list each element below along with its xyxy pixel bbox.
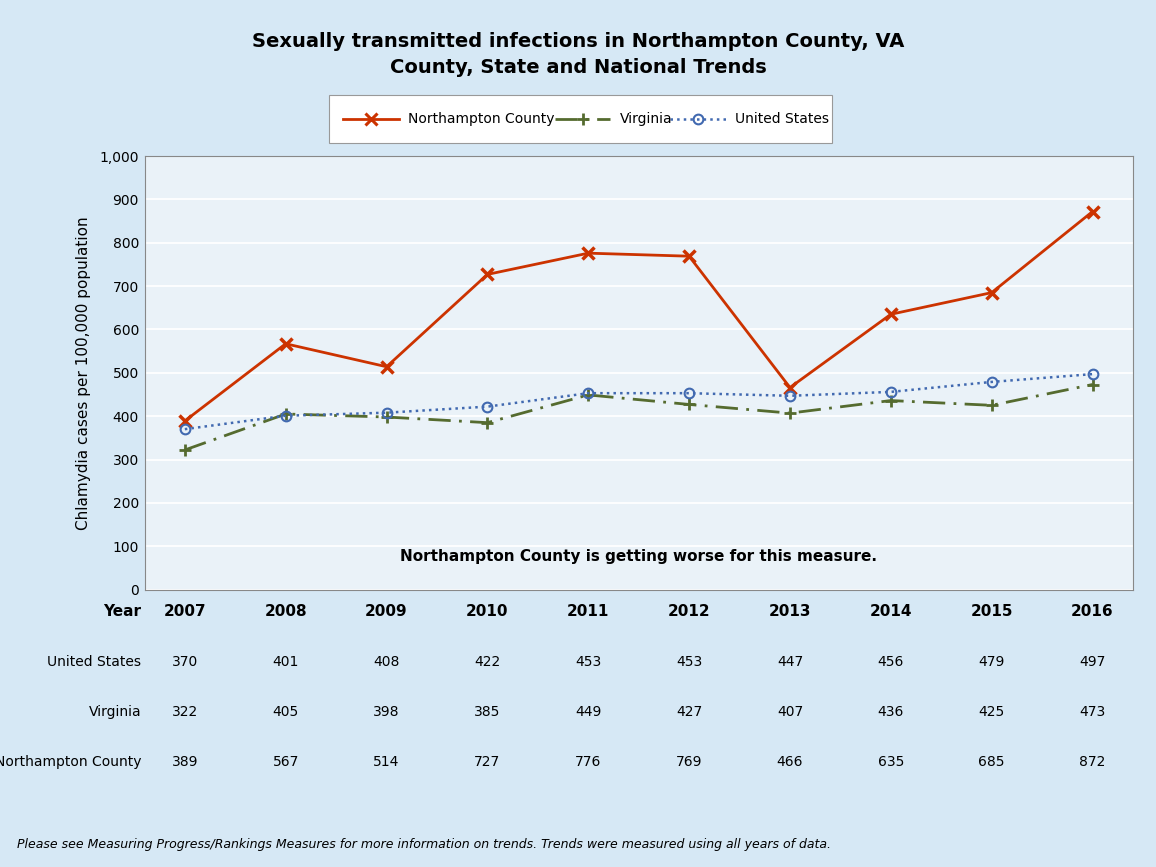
Virginia <box>581 390 595 401</box>
Text: 2008: 2008 <box>265 603 307 619</box>
Text: 776: 776 <box>575 755 601 769</box>
Virginia <box>1085 380 1099 390</box>
Northampton County <box>379 362 393 372</box>
Northampton County <box>783 382 796 393</box>
Text: 447: 447 <box>777 655 803 668</box>
Text: 2011: 2011 <box>568 603 609 619</box>
Text: Virginia: Virginia <box>88 705 141 719</box>
Virginia <box>279 408 292 419</box>
Text: United States: United States <box>47 655 141 668</box>
Text: Sexually transmitted infections in Northampton County, VA: Sexually transmitted infections in North… <box>252 32 904 51</box>
United States <box>581 388 595 398</box>
Text: 401: 401 <box>273 655 299 668</box>
United States <box>178 424 192 434</box>
Virginia <box>682 399 696 409</box>
United States <box>279 410 292 420</box>
Virginia <box>379 412 393 422</box>
Virginia <box>884 395 898 406</box>
United States <box>1085 369 1099 380</box>
Y-axis label: Chlamydia cases per 100,000 population: Chlamydia cases per 100,000 population <box>76 216 91 530</box>
Northampton County <box>581 248 595 258</box>
Text: 389: 389 <box>171 755 198 769</box>
Text: 567: 567 <box>273 755 299 769</box>
United States <box>783 390 796 401</box>
Northampton County <box>884 309 898 319</box>
Northampton County <box>178 415 192 426</box>
United States <box>985 376 999 387</box>
Text: 2009: 2009 <box>365 603 408 619</box>
Line: Virginia: Virginia <box>178 378 1099 456</box>
Text: United States: United States <box>735 112 829 127</box>
Northampton County <box>682 251 696 262</box>
Text: 456: 456 <box>877 655 904 668</box>
Line: United States: United States <box>180 369 1097 434</box>
Text: 407: 407 <box>777 705 803 719</box>
Text: Northampton County is getting worse for this measure.: Northampton County is getting worse for … <box>400 549 877 564</box>
Northampton County <box>279 338 292 349</box>
Text: 436: 436 <box>877 705 904 719</box>
Text: 2012: 2012 <box>668 603 711 619</box>
Line: Northampton County: Northampton County <box>178 205 1099 427</box>
United States <box>682 388 696 398</box>
United States <box>379 407 393 418</box>
Text: 422: 422 <box>474 655 501 668</box>
Text: County, State and National Trends: County, State and National Trends <box>390 58 766 77</box>
Text: 769: 769 <box>676 755 703 769</box>
Text: 514: 514 <box>373 755 400 769</box>
Text: 2007: 2007 <box>163 603 206 619</box>
United States <box>481 401 495 412</box>
Virginia <box>783 407 796 418</box>
Text: 427: 427 <box>676 705 702 719</box>
Text: Virginia: Virginia <box>620 112 673 127</box>
Virginia <box>178 445 192 455</box>
Virginia <box>481 418 495 428</box>
Text: Please see Measuring Progress/Rankings Measures for more information on trends. : Please see Measuring Progress/Rankings M… <box>17 838 831 851</box>
Text: 398: 398 <box>373 705 400 719</box>
Text: 2016: 2016 <box>1072 603 1114 619</box>
Text: 385: 385 <box>474 705 501 719</box>
Text: 872: 872 <box>1080 755 1106 769</box>
Text: 2014: 2014 <box>869 603 912 619</box>
Text: 370: 370 <box>172 655 198 668</box>
Northampton County <box>985 287 999 297</box>
Text: 453: 453 <box>676 655 702 668</box>
Text: 635: 635 <box>877 755 904 769</box>
Text: 727: 727 <box>474 755 501 769</box>
Text: Northampton County: Northampton County <box>408 112 555 127</box>
Text: 466: 466 <box>777 755 803 769</box>
Text: Year: Year <box>103 603 141 619</box>
Text: 449: 449 <box>575 705 601 719</box>
Text: 473: 473 <box>1080 705 1105 719</box>
Text: 405: 405 <box>273 705 298 719</box>
Northampton County <box>1085 206 1099 217</box>
Text: 453: 453 <box>576 655 601 668</box>
Text: 2010: 2010 <box>466 603 509 619</box>
Text: 2013: 2013 <box>769 603 812 619</box>
Text: 479: 479 <box>978 655 1005 668</box>
Text: 2015: 2015 <box>970 603 1013 619</box>
Text: 685: 685 <box>978 755 1005 769</box>
Text: Northampton County: Northampton County <box>0 755 141 769</box>
Text: 425: 425 <box>979 705 1005 719</box>
Text: 497: 497 <box>1080 655 1106 668</box>
Virginia <box>985 401 999 411</box>
Northampton County <box>481 269 495 279</box>
Text: 408: 408 <box>373 655 400 668</box>
United States <box>884 387 898 397</box>
Text: 322: 322 <box>172 705 198 719</box>
